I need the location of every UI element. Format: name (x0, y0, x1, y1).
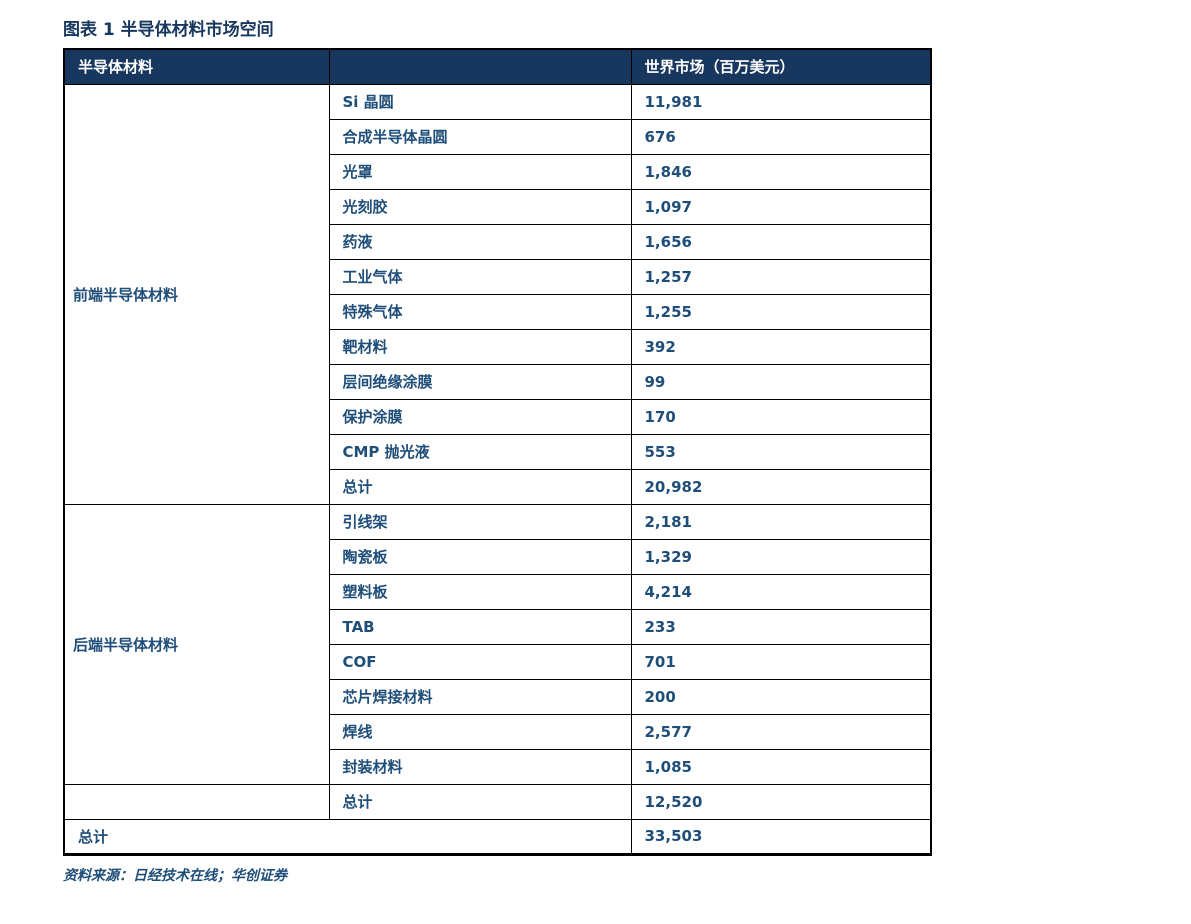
table-row: 保护涂膜 170 (64, 398, 932, 435)
market-value-cell: 170 (630, 398, 932, 435)
market-value-cell: 99 (630, 363, 932, 400)
market-value-cell: 553 (630, 433, 932, 470)
table-row: 靶材料 392 (64, 328, 932, 365)
frontend-subtotal-row: 总计 20,982 (64, 468, 932, 505)
header-row: 半导体材料 世界市场（百万美元） (63, 48, 932, 85)
table-row: 光刻胶 1,097 (64, 188, 932, 225)
material-name-cell: 引线架 (328, 503, 632, 540)
market-value-cell: 1,097 (630, 188, 932, 225)
market-value-cell: 12,520 (630, 783, 932, 820)
market-value-cell: 392 (630, 328, 932, 365)
material-name-cell: 陶瓷板 (328, 538, 632, 575)
material-name-cell: 层间绝缘涂膜 (328, 363, 632, 400)
material-name-cell: 光刻胶 (328, 188, 632, 225)
table-row: 合成半导体晶圆 676 (64, 118, 932, 155)
table-row: 特殊气体 1,255 (64, 293, 932, 330)
header-cell-middle (328, 48, 632, 85)
market-value-cell: 11,981 (630, 83, 932, 120)
material-name-cell: 芯片焊接材料 (328, 678, 632, 715)
market-table: 半导体材料 世界市场（百万美元） 前端半导体材料 Si 晶圆 11,981 合成… (63, 48, 932, 856)
market-value-cell: 701 (630, 643, 932, 680)
figure-block: 图表 1 半导体材料市场空间 半导体材料 世界市场（百万美元） 前端半导体材料 … (63, 20, 932, 884)
table-row: 后端半导体材料 引线架 2,181 (63, 503, 932, 785)
backend-subtotal-row: 总计 12,520 (63, 783, 932, 820)
material-name-cell: Si 晶圆 (328, 83, 632, 120)
grand-total-row: 总计 33,503 (63, 818, 932, 855)
table-row: 焊线 2,577 (64, 713, 932, 750)
market-value-cell: 200 (630, 678, 932, 715)
material-name-cell: CMP 抛光液 (328, 433, 632, 470)
material-name-cell: 封装材料 (328, 748, 632, 785)
table-row: 药液 1,656 (64, 223, 932, 260)
table-row: 陶瓷板 1,329 (64, 538, 932, 575)
market-value-cell: 4,214 (630, 573, 932, 610)
table-row: 层间绝缘涂膜 99 (64, 363, 932, 400)
table-row: 塑料板 4,214 (64, 573, 932, 610)
header-cell-market: 世界市场（百万美元） (630, 48, 932, 85)
table-row: COF 701 (64, 643, 932, 680)
market-value-cell: 1,257 (630, 258, 932, 295)
market-value-cell: 1,085 (630, 748, 932, 785)
source-note: 资料来源：日经技术在线；华创证券 (63, 867, 287, 884)
group-cell-backend: 后端半导体材料 (63, 503, 330, 785)
material-name-cell: 总计 (328, 783, 632, 820)
material-name-cell: 特殊气体 (328, 293, 632, 330)
market-value-cell: 1,255 (630, 293, 932, 330)
market-value-cell: 676 (630, 118, 932, 155)
material-name-cell: 药液 (328, 223, 632, 260)
market-value-cell: 1,329 (630, 538, 932, 575)
material-name-cell: 合成半导体晶圆 (328, 118, 632, 155)
empty-cell (63, 783, 330, 820)
material-name-cell: 光罩 (328, 153, 632, 190)
table-row: CMP 抛光液 553 (64, 433, 932, 470)
market-value-cell: 1,656 (630, 223, 932, 260)
header-cell-material: 半导体材料 (63, 48, 330, 85)
table-row: 芯片焊接材料 200 (64, 678, 932, 715)
grand-total-label-cell: 总计 (63, 818, 632, 855)
material-name-cell: 保护涂膜 (328, 398, 632, 435)
material-name-cell: COF (328, 643, 632, 680)
table-row: 光罩 1,846 (64, 153, 932, 190)
market-value-cell: 2,181 (630, 503, 932, 540)
material-name-cell: 工业气体 (328, 258, 632, 295)
chart-title: 图表 1 半导体材料市场空间 (63, 20, 274, 40)
material-name-cell: 总计 (328, 468, 632, 505)
table-row: 工业气体 1,257 (64, 258, 932, 295)
material-name-cell: 靶材料 (328, 328, 632, 365)
grand-total-value-cell: 33,503 (630, 818, 932, 855)
market-value-cell: 1,846 (630, 153, 932, 190)
market-value-cell: 2,577 (630, 713, 932, 750)
group-cell-frontend: 前端半导体材料 (63, 83, 330, 505)
material-name-cell: 焊线 (328, 713, 632, 750)
material-name-cell: TAB (328, 608, 632, 645)
table-row: TAB 233 (64, 608, 932, 645)
material-name-cell: 塑料板 (328, 573, 632, 610)
market-value-cell: 20,982 (630, 468, 932, 505)
market-value-cell: 233 (630, 608, 932, 645)
table-row: 前端半导体材料 Si 晶圆 11,981 (63, 83, 932, 505)
